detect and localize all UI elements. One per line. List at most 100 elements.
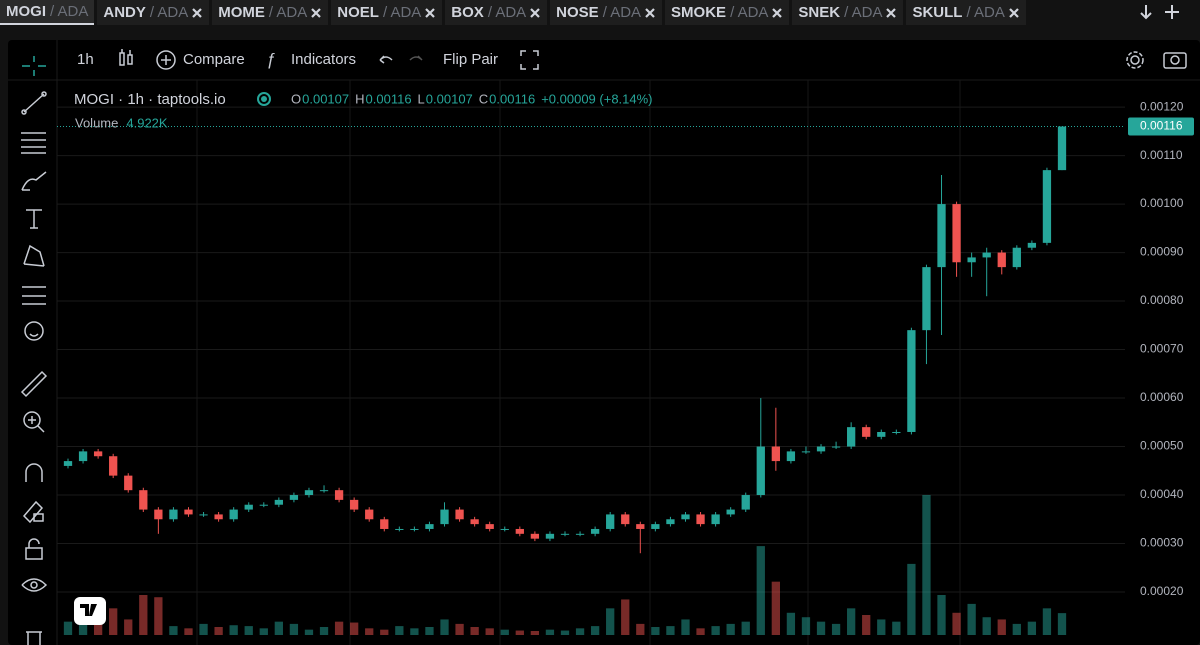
- candle-body: [606, 514, 615, 529]
- volume-bar: [560, 630, 570, 635]
- snapshot-icon[interactable]: [1163, 52, 1187, 69]
- volume-bar: [78, 617, 88, 635]
- tab-close[interactable]: [310, 7, 322, 19]
- volume-bar: [771, 581, 780, 635]
- y-tick-label: 0.00040: [1140, 487, 1184, 501]
- tab-symbol: ANDY: [103, 4, 146, 21]
- volume-bar: [259, 628, 268, 635]
- candle-body: [365, 509, 374, 520]
- candle-body: [816, 446, 826, 452]
- indicators-icon[interactable]: ƒ: [266, 49, 275, 68]
- volume-bar: [530, 631, 540, 635]
- candle-body: [892, 431, 901, 433]
- candle-body: [997, 252, 1006, 268]
- candle-body: [214, 514, 223, 520]
- volume-bar: [666, 626, 675, 635]
- interval-button[interactable]: 1h: [77, 51, 94, 68]
- undo-icon[interactable]: [379, 55, 393, 64]
- tab-close[interactable]: [424, 7, 436, 19]
- candle-body: [169, 509, 178, 520]
- candles-icon[interactable]: [119, 49, 133, 66]
- candle-body: [636, 524, 645, 529]
- volume-bar: [124, 619, 133, 635]
- drawing-tools[interactable]: [20, 56, 48, 645]
- candle-body: [937, 204, 946, 268]
- candle-body: [1057, 126, 1067, 171]
- tab[interactable]: NOEL / ADA: [331, 0, 443, 25]
- volume-bar: [109, 608, 118, 635]
- candle-body: [485, 524, 494, 529]
- volume-bar: [862, 615, 871, 635]
- candle-body: [786, 451, 796, 462]
- candle-body: [862, 427, 871, 437]
- volume-bar: [410, 628, 419, 635]
- tab[interactable]: MOME / ADA: [212, 0, 329, 25]
- candle-body: [93, 451, 103, 457]
- tab[interactable]: ANDY / ADA: [97, 0, 210, 25]
- volume-bar: [274, 621, 283, 635]
- tab-close[interactable]: [529, 7, 541, 19]
- tab-close[interactable]: [771, 7, 783, 19]
- compare-icon[interactable]: [156, 50, 176, 70]
- volume-bar: [63, 621, 73, 635]
- candle-body: [304, 490, 314, 496]
- candle-body: [530, 533, 540, 539]
- ohlc-key: H: [355, 91, 364, 106]
- tab-symbol: SMOKE: [671, 4, 727, 21]
- tab-symbol: MOME: [218, 4, 265, 21]
- last-price-label: 0.00116: [1140, 119, 1183, 133]
- volume-bar: [455, 623, 464, 635]
- tab-close[interactable]: [191, 7, 203, 19]
- grid: 0.00120 0.00110 0.00100 0.00090 0.00080 0.000…: [57, 99, 1184, 598]
- volume-bar: [590, 626, 600, 635]
- tab[interactable]: SMOKE / ADA: [665, 0, 790, 25]
- volume-bar: [169, 626, 178, 635]
- tab-action-icons[interactable]: [1140, 2, 1190, 22]
- volume-label: Volume: [75, 115, 118, 130]
- tab[interactable]: NOSE / ADA: [550, 0, 663, 25]
- last-price-tag: [1128, 117, 1194, 136]
- volume-bar: [440, 619, 449, 635]
- tab-pair: / ADA: [602, 4, 642, 21]
- volume-bar: [289, 623, 299, 635]
- ohlc-value: 0.00116: [489, 91, 535, 106]
- indicators-button[interactable]: Indicators: [291, 51, 356, 68]
- candle-body: [545, 533, 555, 539]
- compare-button[interactable]: Compare: [183, 51, 245, 68]
- candle-body: [1012, 247, 1021, 268]
- volume-bar: [711, 626, 720, 635]
- tab-close[interactable]: [1008, 7, 1020, 19]
- candle-body: [184, 509, 193, 515]
- tab[interactable]: SNEK / ADA: [792, 0, 904, 25]
- tab-close[interactable]: [644, 7, 656, 19]
- volume-bar: [606, 608, 615, 635]
- volume-bar: [892, 621, 901, 635]
- tab[interactable]: SKULL / ADA: [906, 0, 1026, 25]
- flip-pair-button[interactable]: Flip Pair: [443, 51, 498, 68]
- candle-body: [907, 330, 916, 432]
- volume-bar: [425, 627, 434, 635]
- candle-body: [289, 495, 299, 500]
- y-tick-label: 0.00050: [1140, 439, 1184, 453]
- ohlc-key: L: [418, 91, 425, 106]
- candle-body: [124, 475, 133, 491]
- tab-close[interactable]: [885, 7, 897, 19]
- volume-bar: [621, 599, 630, 635]
- candle-body: [681, 514, 690, 520]
- fullscreen-icon[interactable]: [520, 50, 539, 70]
- volume-bar: [997, 619, 1006, 635]
- y-tick-label: 0.00090: [1140, 245, 1184, 259]
- tab[interactable]: MOGI / ADA: [0, 0, 95, 25]
- candle-body: [711, 514, 720, 525]
- tab[interactable]: BOX / ADA: [445, 0, 548, 25]
- volume-bar: [877, 619, 886, 635]
- legend-title: MOGI · 1h · taptools.io: [74, 91, 226, 108]
- settings-icon[interactable]: [1126, 51, 1144, 69]
- candle-body: [440, 509, 449, 525]
- tab-symbol: SKULL: [912, 4, 963, 21]
- volume-bar: [244, 626, 253, 635]
- volume-bar: [1012, 623, 1021, 635]
- volume-bar: [907, 563, 916, 635]
- y-tick-label: 0.00020: [1140, 584, 1184, 598]
